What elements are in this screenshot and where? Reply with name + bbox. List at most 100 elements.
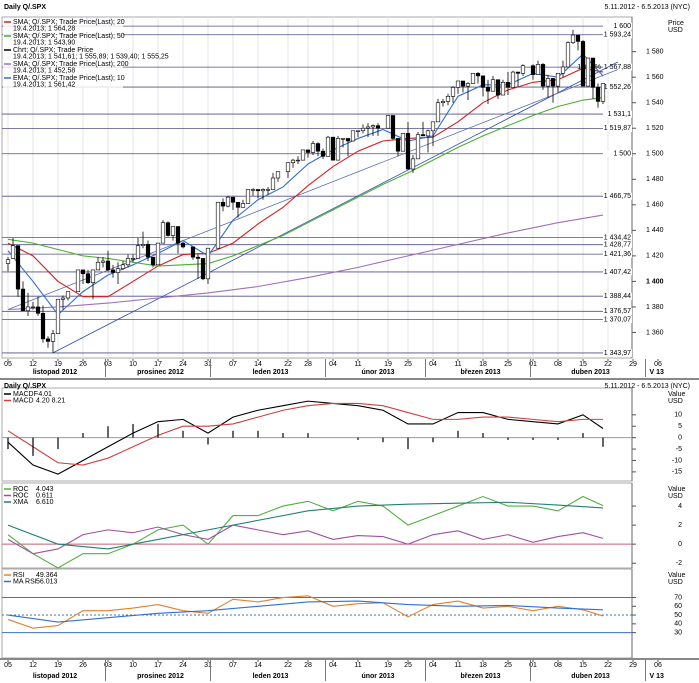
candle-body — [55, 298, 61, 335]
candle-body — [445, 96, 451, 102]
level-label-box — [603, 307, 632, 315]
y-axis-title: Price — [668, 20, 684, 27]
x-tick-label: 07 — [229, 662, 237, 669]
candle-body — [375, 125, 381, 129]
month-label: prosinec 2012 — [137, 369, 184, 376]
x-tick-label: 06 — [654, 662, 662, 669]
candle-body — [460, 80, 466, 87]
candle-body — [425, 130, 431, 137]
x-tick-label: 01 — [529, 662, 537, 669]
candle-body — [45, 338, 51, 342]
x-tick-label: 07 — [229, 361, 237, 368]
histogram-bar — [482, 433, 484, 438]
level-label: 1 407,42 — [604, 269, 631, 276]
legend-detail: 19.4.2013; 1 564,28 — [13, 25, 75, 32]
candle-body — [510, 71, 516, 88]
legend-label: EMA; Q/.SPX; Trade Price(Last); 10 — [13, 75, 125, 82]
level-label: 1 531,1 — [608, 111, 631, 118]
candle-body — [505, 81, 511, 88]
candle-body — [75, 269, 81, 292]
candle-body — [385, 115, 391, 129]
candle-body — [90, 269, 96, 283]
x-tick-label: 29 — [629, 361, 637, 368]
histogram-bar — [232, 430, 234, 438]
candle-body — [315, 143, 321, 152]
y-tick-label: 1 460 — [646, 202, 664, 209]
month-label: únor 2013 — [361, 673, 394, 680]
legend-label: SMA; Q/.SPX; Trade Price(Last); 20 — [13, 19, 125, 26]
y-tick-label: 70 — [674, 594, 682, 601]
candle-body — [180, 242, 186, 248]
histogram-bar — [507, 437, 509, 440]
legend-detail: 0.611 — [36, 492, 53, 499]
x-tick-label: 04 — [429, 361, 437, 368]
candle-body — [235, 201, 241, 208]
y-axis-title: USD — [668, 493, 683, 500]
histogram-bar — [407, 437, 409, 450]
series-line — [7, 402, 603, 466]
candle-body — [430, 121, 436, 132]
candle-body — [175, 226, 181, 244]
histogram-bar — [532, 437, 534, 440]
candle-body — [400, 133, 406, 152]
candle-body — [35, 306, 41, 314]
level-label-box — [603, 316, 632, 324]
x-tick-label: 22 — [284, 662, 292, 669]
level-label-box — [603, 241, 632, 249]
x-tick-label: 28 — [304, 361, 312, 368]
y-tick-label: 4 — [678, 503, 682, 510]
legend-label: XMA — [13, 499, 29, 506]
y-tick-label: 5 — [678, 423, 682, 430]
y-tick-label: -5 — [676, 446, 682, 453]
y-tick-label: 1 400 — [646, 278, 664, 285]
x-tick-label: 04 — [329, 361, 337, 368]
series-line — [7, 214, 604, 311]
month-label: leden 2013 — [253, 369, 289, 376]
level-label: 1 434,42 — [604, 234, 631, 241]
series-line — [7, 400, 604, 475]
candle-body — [170, 226, 176, 236]
candle-body — [295, 159, 301, 162]
candle-body — [550, 78, 556, 87]
candle-body — [230, 196, 236, 203]
x-tick-label: 05 — [4, 361, 12, 368]
candle-body — [250, 189, 256, 191]
legend-bg — [3, 60, 123, 74]
level-label-box — [603, 31, 632, 39]
x-tick-label: 19 — [54, 662, 62, 669]
legend-detail: -4.01 — [36, 391, 52, 398]
level-label-box — [603, 349, 632, 357]
x-tick-label: 24 — [179, 361, 187, 368]
candle-body — [80, 269, 86, 275]
histogram-bar — [602, 437, 604, 447]
candle-body — [365, 126, 371, 129]
level-label: 1 428,77 — [604, 242, 631, 249]
legend-detail: 4.043 — [36, 486, 54, 493]
y-tick-label: 1 500 — [646, 151, 664, 158]
chart-title: Daily Q/.SPX — [4, 4, 46, 11]
candle-body — [465, 83, 471, 87]
candle-body — [275, 171, 281, 179]
legend-label: SMA; Q/.SPX; Trade Price(Last); 50 — [13, 33, 125, 40]
histogram-bar — [307, 433, 309, 438]
candle-body — [410, 158, 416, 170]
level-label-box — [603, 268, 632, 276]
x-tick-label: 25 — [404, 662, 412, 669]
candle-body — [150, 256, 156, 266]
legend-detail: 19.4.2013; 1 541,61; 1 555,89; 1 539,40;… — [13, 53, 169, 60]
x-tick-label: 11 — [454, 662, 461, 669]
y-tick-label: 1 420 — [646, 253, 664, 260]
legend-bg — [3, 46, 123, 60]
x-tick-label: 25 — [404, 361, 412, 368]
chart-title: Daily Q/.SPX — [4, 383, 46, 390]
candle-body — [330, 136, 336, 161]
histogram-bar — [107, 426, 109, 438]
candle-body — [20, 288, 26, 312]
candle-body — [540, 64, 546, 87]
month-label: listopad 2012 — [33, 369, 77, 376]
series-line — [7, 501, 604, 550]
candle-body — [560, 66, 566, 74]
legend-detail: 19.4.2013; 1 543,90 — [13, 39, 75, 46]
y-axis-title: Value — [668, 572, 685, 579]
